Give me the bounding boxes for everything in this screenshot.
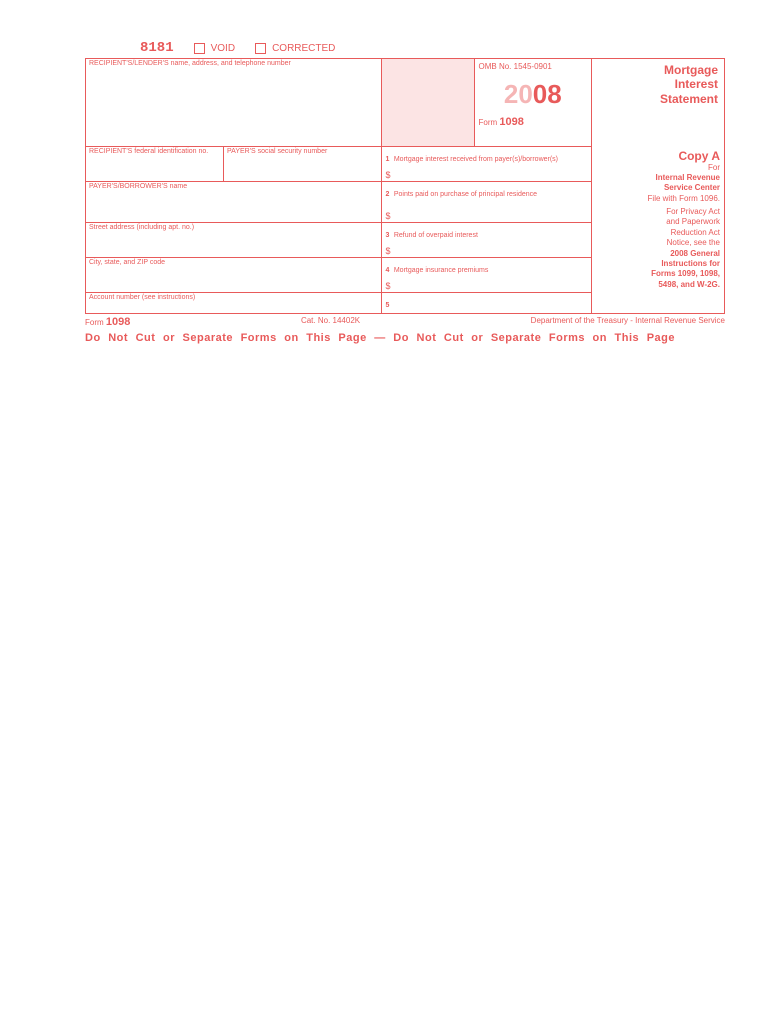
void-checkbox[interactable] xyxy=(194,43,205,54)
box2-num: 2 xyxy=(385,191,389,198)
payer-borrower-label: PAYER'S/BORROWER'S name xyxy=(89,183,378,191)
footer-cat: Cat. No. 14402K xyxy=(301,316,360,328)
street-cell[interactable]: Street address (including apt. no.) xyxy=(86,223,382,258)
form-table: RECIPIENT'S/LENDER'S name, address, and … xyxy=(85,58,725,314)
right-instr1: 2008 General xyxy=(596,249,720,259)
account-cell[interactable]: Account number (see instructions) xyxy=(86,293,382,314)
omb-year-cell: OMB No. 1545-0901 2008 Form 1098 xyxy=(474,59,592,147)
header-row: 8181 VOID CORRECTED xyxy=(85,40,725,56)
corrected-checkbox[interactable] xyxy=(255,43,266,54)
right-irs2: Service Center xyxy=(596,183,720,193)
city-label: City, state, and ZIP code xyxy=(89,259,378,267)
recipient-lender-label: RECIPIENT'S/LENDER'S name, address, and … xyxy=(89,60,378,68)
right-privacy1: For Privacy Act xyxy=(596,207,720,217)
right-instr4: 5498, and W-2G. xyxy=(596,280,720,290)
right-privacy2: and Paperwork xyxy=(596,217,720,227)
right-instr3: Forms 1099, 1098, xyxy=(596,269,720,279)
form-number-label: Form 1098 xyxy=(479,116,588,128)
recipient-lender-cell[interactable]: RECIPIENT'S/LENDER'S name, address, and … xyxy=(86,59,382,147)
city-cell[interactable]: City, state, and ZIP code xyxy=(86,258,382,293)
box3-text: Refund of overpaid interest xyxy=(394,232,478,239)
form-code: 8181 xyxy=(140,40,174,56)
box5-num: 5 xyxy=(385,302,389,309)
box1-num: 1 xyxy=(385,156,389,163)
payer-borrower-cell[interactable]: PAYER'S/BORROWER'S name xyxy=(86,182,382,223)
recipient-fed-cell[interactable]: RECIPIENT'S federal identification no. xyxy=(86,147,224,182)
year-suffix: 08 xyxy=(533,79,562,109)
form-1098-container: 8181 VOID CORRECTED RECIPIENT'S/LENDER'S… xyxy=(85,40,725,344)
pink-box xyxy=(382,59,474,147)
void-group: VOID xyxy=(194,43,235,54)
copy-label: Copy A xyxy=(596,149,720,163)
right-privacy3: Reduction Act xyxy=(596,228,720,238)
payer-ssn-cell[interactable]: PAYER'S social security number xyxy=(224,147,382,182)
right-instr2: Instructions for xyxy=(596,259,720,269)
box1-text: Mortgage interest received from payer(s)… xyxy=(394,156,558,163)
void-label: VOID xyxy=(211,43,235,54)
right-for: For xyxy=(596,163,720,173)
account-label: Account number (see instructions) xyxy=(89,294,378,302)
footer-row: Form 1098 Cat. No. 14402K Department of … xyxy=(85,316,725,328)
box3-num: 3 xyxy=(385,232,389,239)
tax-year: 2008 xyxy=(479,79,588,110)
box2-dollar: $ xyxy=(385,211,588,221)
box4-text: Mortgage insurance premiums xyxy=(394,267,489,274)
box3-cell[interactable]: 3 Refund of overpaid interest $ xyxy=(382,223,592,258)
box2-text: Points paid on purchase of principal res… xyxy=(394,191,537,198)
right-irs1: Internal Revenue xyxy=(596,173,720,183)
corrected-label: CORRECTED xyxy=(272,43,335,54)
box3-dollar: $ xyxy=(385,246,588,256)
right-privacy4: Notice, see the xyxy=(596,238,720,248)
footer-form: Form 1098 xyxy=(85,316,130,328)
form-title-l2: Interest xyxy=(598,77,718,91)
corrected-group: CORRECTED xyxy=(255,43,335,54)
right-info-cell: Copy A For Internal Revenue Service Cent… xyxy=(592,147,725,314)
payer-ssn-label: PAYER'S social security number xyxy=(227,148,378,156)
box5-cell[interactable]: 5 xyxy=(382,293,592,314)
box4-dollar: $ xyxy=(385,281,588,291)
form-title-l3: Statement xyxy=(598,92,718,106)
right-file: File with Form 1096. xyxy=(596,194,720,204)
box1-cell[interactable]: 1 Mortgage interest received from payer(… xyxy=(382,147,592,182)
box4-cell[interactable]: 4 Mortgage insurance premiums $ xyxy=(382,258,592,293)
form-title-cell: Mortgage Interest Statement xyxy=(592,59,725,147)
year-prefix: 20 xyxy=(504,79,533,109)
street-label: Street address (including apt. no.) xyxy=(89,224,378,232)
box2-cell[interactable]: 2 Points paid on purchase of principal r… xyxy=(382,182,592,223)
do-not-cut-warning: Do Not Cut or Separate Forms on This Pag… xyxy=(85,332,725,344)
form-title-l1: Mortgage xyxy=(598,63,718,77)
footer-dept: Department of the Treasury - Internal Re… xyxy=(531,316,725,328)
box4-num: 4 xyxy=(385,267,389,274)
omb-number: OMB No. 1545-0901 xyxy=(479,62,588,71)
recipient-fed-label: RECIPIENT'S federal identification no. xyxy=(89,148,220,156)
box1-dollar: $ xyxy=(385,170,588,180)
